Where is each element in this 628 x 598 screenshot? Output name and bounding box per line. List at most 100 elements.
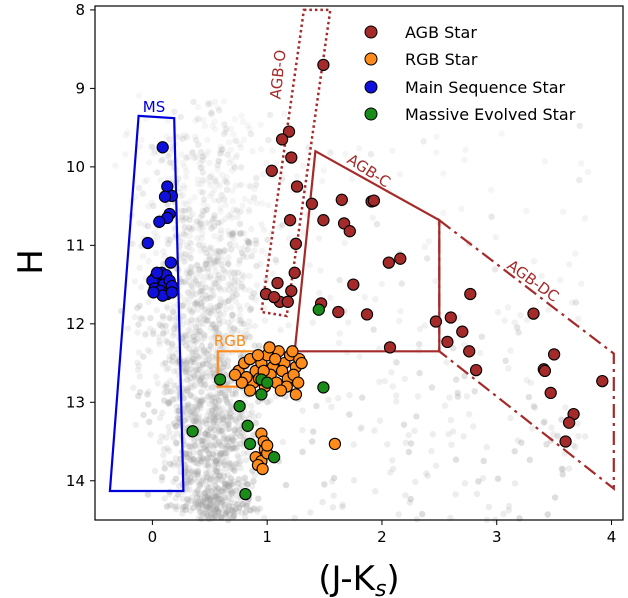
background-star bbox=[218, 476, 225, 484]
background-star bbox=[192, 323, 200, 331]
background-star bbox=[208, 109, 215, 116]
background-star bbox=[218, 410, 225, 418]
background-star bbox=[219, 364, 227, 371]
background-star bbox=[227, 481, 235, 488]
background-star bbox=[189, 456, 196, 463]
background-star bbox=[221, 481, 229, 488]
background-star bbox=[387, 469, 394, 476]
background-star bbox=[179, 510, 186, 517]
background-star bbox=[185, 273, 192, 280]
background-star bbox=[179, 159, 186, 167]
background-star bbox=[147, 314, 154, 322]
background-star bbox=[136, 389, 144, 396]
background-star bbox=[215, 418, 222, 426]
background-star bbox=[222, 305, 229, 312]
background-star bbox=[237, 144, 245, 151]
background-star bbox=[384, 441, 391, 448]
background-star bbox=[178, 249, 185, 257]
background-star bbox=[207, 502, 214, 509]
background-star bbox=[197, 188, 204, 195]
background-star bbox=[238, 281, 245, 288]
background-star bbox=[244, 500, 251, 507]
background-star bbox=[206, 476, 214, 483]
background-star bbox=[203, 432, 211, 439]
background-star bbox=[211, 186, 218, 193]
background-star bbox=[217, 234, 225, 242]
background-star bbox=[228, 246, 235, 253]
background-star bbox=[199, 360, 207, 367]
background-star bbox=[389, 147, 396, 154]
background-star bbox=[405, 432, 412, 439]
background-star bbox=[180, 217, 187, 225]
point-agb-star bbox=[456, 325, 469, 338]
x-tick-label: 1 bbox=[262, 528, 272, 546]
background-star bbox=[199, 287, 206, 295]
background-star bbox=[203, 474, 211, 481]
background-star bbox=[182, 332, 190, 340]
background-star bbox=[260, 226, 268, 233]
background-star bbox=[224, 261, 232, 268]
background-star bbox=[208, 488, 215, 495]
point-agb-star bbox=[290, 180, 304, 193]
background-star bbox=[231, 463, 238, 470]
background-star bbox=[273, 258, 280, 266]
background-star bbox=[220, 415, 227, 422]
background-star bbox=[180, 182, 187, 189]
background-star bbox=[202, 462, 209, 469]
background-star bbox=[220, 435, 228, 442]
background-star bbox=[223, 444, 230, 451]
background-star bbox=[211, 233, 218, 240]
background-star bbox=[230, 444, 238, 452]
background-star bbox=[164, 445, 171, 452]
background-star bbox=[221, 435, 228, 443]
background-star bbox=[187, 408, 195, 415]
background-star bbox=[225, 482, 233, 490]
background-star bbox=[185, 331, 192, 339]
background-star bbox=[505, 507, 512, 514]
background-star bbox=[538, 272, 545, 279]
background-star bbox=[176, 184, 183, 192]
background-star bbox=[201, 489, 208, 497]
background-star bbox=[208, 305, 215, 312]
background-star bbox=[196, 481, 203, 488]
background-star bbox=[222, 393, 229, 401]
background-star bbox=[272, 256, 279, 263]
point-agb-star bbox=[444, 311, 457, 324]
background-star bbox=[206, 159, 213, 166]
background-star bbox=[196, 412, 203, 420]
background-star bbox=[220, 420, 227, 427]
background-star bbox=[164, 305, 172, 312]
background-star bbox=[158, 477, 166, 484]
background-star bbox=[250, 432, 257, 439]
background-star bbox=[500, 510, 507, 518]
background-star bbox=[197, 449, 204, 456]
background-star bbox=[190, 456, 197, 463]
background-star bbox=[161, 389, 168, 396]
background-star bbox=[227, 479, 234, 486]
background-star bbox=[216, 468, 224, 475]
background-star bbox=[228, 507, 236, 514]
background-star bbox=[154, 169, 161, 176]
background-star bbox=[225, 297, 233, 304]
background-star bbox=[336, 276, 343, 284]
background-star bbox=[255, 495, 262, 502]
background-star bbox=[345, 319, 352, 326]
background-star bbox=[300, 162, 307, 169]
background-star bbox=[243, 502, 250, 510]
background-star bbox=[230, 437, 237, 444]
background-star bbox=[196, 315, 203, 322]
background-star bbox=[212, 332, 219, 339]
background-star bbox=[157, 177, 164, 184]
background-star bbox=[183, 453, 190, 461]
background-star bbox=[158, 322, 166, 329]
background-star bbox=[229, 445, 236, 452]
background-star bbox=[170, 382, 177, 389]
region-label-ms: MS bbox=[143, 98, 165, 116]
background-star bbox=[200, 265, 207, 272]
point-agb-star bbox=[271, 276, 284, 290]
background-star bbox=[190, 98, 197, 106]
background-star bbox=[576, 176, 583, 184]
background-star bbox=[192, 375, 199, 382]
background-star bbox=[231, 164, 238, 171]
